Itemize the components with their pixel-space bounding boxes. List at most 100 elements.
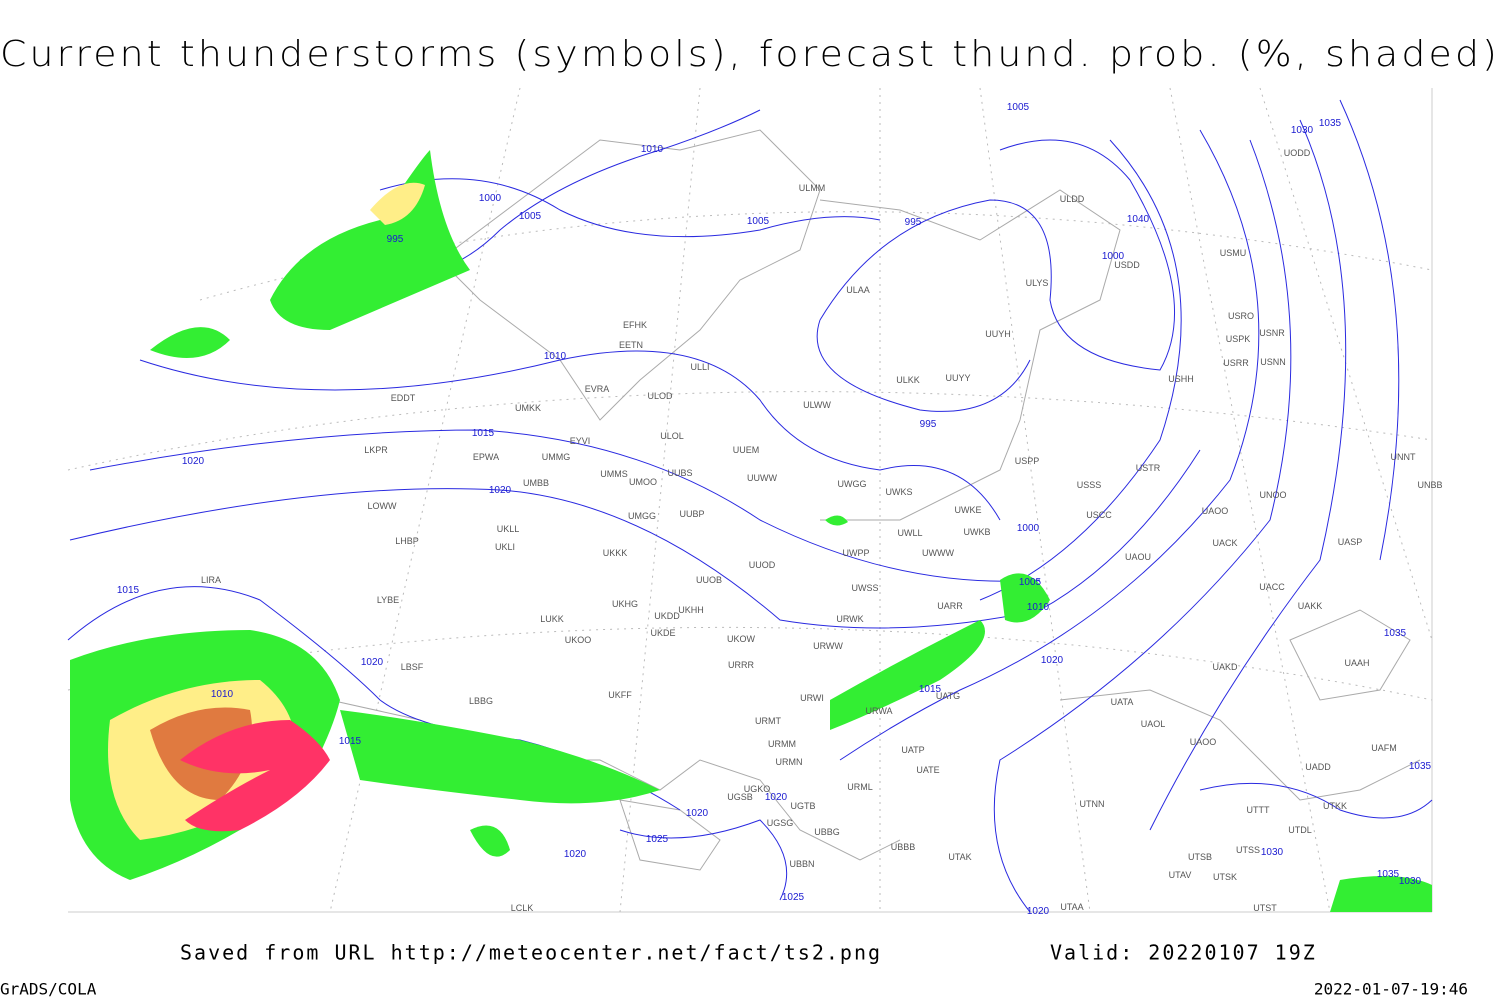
station-label: UMOO — [629, 477, 657, 487]
station-label: UUWW — [747, 473, 777, 483]
station-label: URMM — [768, 739, 796, 749]
isobar-label: 1040 — [1127, 214, 1150, 225]
station-label: LBBG — [469, 696, 493, 706]
station-label: ULMM — [799, 183, 826, 193]
graticule — [67, 87, 1433, 913]
station-label: LCLK — [511, 903, 534, 913]
station-label: URWA — [866, 706, 893, 716]
station-label: UUYY — [945, 373, 970, 383]
station-label: UTAA — [1060, 902, 1083, 912]
isobar-label: 1035 — [1409, 761, 1432, 772]
isobar-label: 1020 — [1041, 655, 1064, 666]
station-label: UUBS — [667, 468, 692, 478]
station-label: UGSG — [767, 818, 794, 828]
station-label: UASP — [1338, 537, 1363, 547]
station-label: USSS — [1077, 480, 1102, 490]
isobar-label: 1030 — [1291, 125, 1314, 136]
station-label: UODD — [1284, 148, 1311, 158]
station-label: URWW — [813, 641, 843, 651]
station-label: UAAH — [1344, 658, 1369, 668]
isobar-label: 1025 — [782, 892, 805, 903]
title: Current thunderstorms (symbols), forecas… — [0, 34, 1500, 75]
station-label: UBBN — [789, 859, 814, 869]
station-label: UWPP — [843, 548, 870, 558]
station-label: UACK — [1212, 538, 1237, 548]
station-label: UWSS — [852, 583, 879, 593]
station-label: URRR — [728, 660, 754, 670]
station-label: UUBP — [679, 509, 704, 519]
station-label: URWK — [836, 614, 863, 624]
station-label: UUYH — [985, 329, 1011, 339]
station-label: URWI — [800, 693, 824, 703]
isobar-label: 1010 — [211, 689, 234, 700]
isobar-label: 1035 — [1377, 869, 1400, 880]
station-label: UACC — [1259, 582, 1285, 592]
station-label: USCC — [1086, 510, 1112, 520]
station-label: UATP — [901, 745, 924, 755]
station-label: UMBB — [523, 478, 549, 488]
station-label: UTSB — [1188, 852, 1212, 862]
station-label: UGKO — [744, 784, 771, 794]
station-label: UKOO — [565, 635, 592, 645]
station-label: UTST — [1253, 903, 1277, 913]
isobar-label: 1015 — [117, 585, 140, 596]
station-label: USPK — [1226, 334, 1251, 344]
station-label: UKLL — [497, 524, 520, 534]
station-label: USRO — [1228, 311, 1254, 321]
isobar-label: 1020 — [765, 792, 788, 803]
station-label: UTKK — [1323, 801, 1347, 811]
station-label: UAKD — [1212, 662, 1238, 672]
station-label: USPP — [1015, 456, 1040, 466]
station-label: UTNN — [1080, 799, 1105, 809]
station-label: UWLL — [897, 528, 922, 538]
isobar-label: 1030 — [1261, 847, 1284, 858]
station-label: UMGG — [628, 511, 656, 521]
station-label: ULLI — [690, 362, 709, 372]
station-label: UUEM — [733, 445, 760, 455]
station-label: UAKK — [1298, 601, 1323, 611]
station-label: UKDE — [650, 628, 675, 638]
station-label: UWKE — [955, 505, 982, 515]
station-label: UATG — [936, 691, 960, 701]
isobar-label: 995 — [920, 419, 937, 430]
station-label: URMT — [755, 716, 781, 726]
station-label: UNOO — [1260, 490, 1287, 500]
station-label: EDDT — [391, 393, 416, 403]
station-label: UWKB — [964, 527, 991, 537]
station-label: ULWW — [803, 400, 831, 410]
station-label: ULDD — [1060, 194, 1085, 204]
isobar-label: 1015 — [339, 736, 362, 747]
isobar-label: 1020 — [489, 485, 512, 496]
station-label: UMKK — [515, 403, 541, 413]
valid-time: Valid: 20220107 19Z — [1050, 941, 1317, 965]
station-label: ULYS — [1026, 278, 1049, 288]
station-label: USNR — [1259, 328, 1285, 338]
station-label: UKKK — [603, 548, 628, 558]
station-label: LHBP — [395, 536, 419, 546]
station-label: LKPR — [364, 445, 388, 455]
station-label: LYBE — [377, 595, 399, 605]
software: GrADS/COLA — [0, 980, 97, 999]
isobar-label: 1035 — [1319, 118, 1342, 129]
station-label: LIRA — [201, 575, 221, 585]
station-label: UARR — [937, 601, 963, 611]
station-label: USDD — [1114, 260, 1140, 270]
station-label: ULOD — [647, 391, 673, 401]
station-label: UATA — [1111, 697, 1134, 707]
station-label: LOWW — [368, 501, 398, 511]
station-label: UAOU — [1125, 552, 1151, 562]
station-label: LUKK — [540, 614, 564, 624]
isobar-label: 1015 — [919, 684, 942, 695]
station-label: UWWW — [922, 548, 954, 558]
station-label: UATE — [916, 765, 939, 775]
isobar-label: 1005 — [747, 216, 770, 227]
station-label: UADD — [1305, 762, 1331, 772]
station-label: USMU — [1220, 248, 1247, 258]
isobar-label: 995 — [387, 234, 404, 245]
station-label: UKFF — [608, 690, 632, 700]
station-label: LBSF — [401, 662, 424, 672]
isobar-label: 1005 — [519, 211, 542, 222]
station-label: URMN — [776, 757, 803, 767]
